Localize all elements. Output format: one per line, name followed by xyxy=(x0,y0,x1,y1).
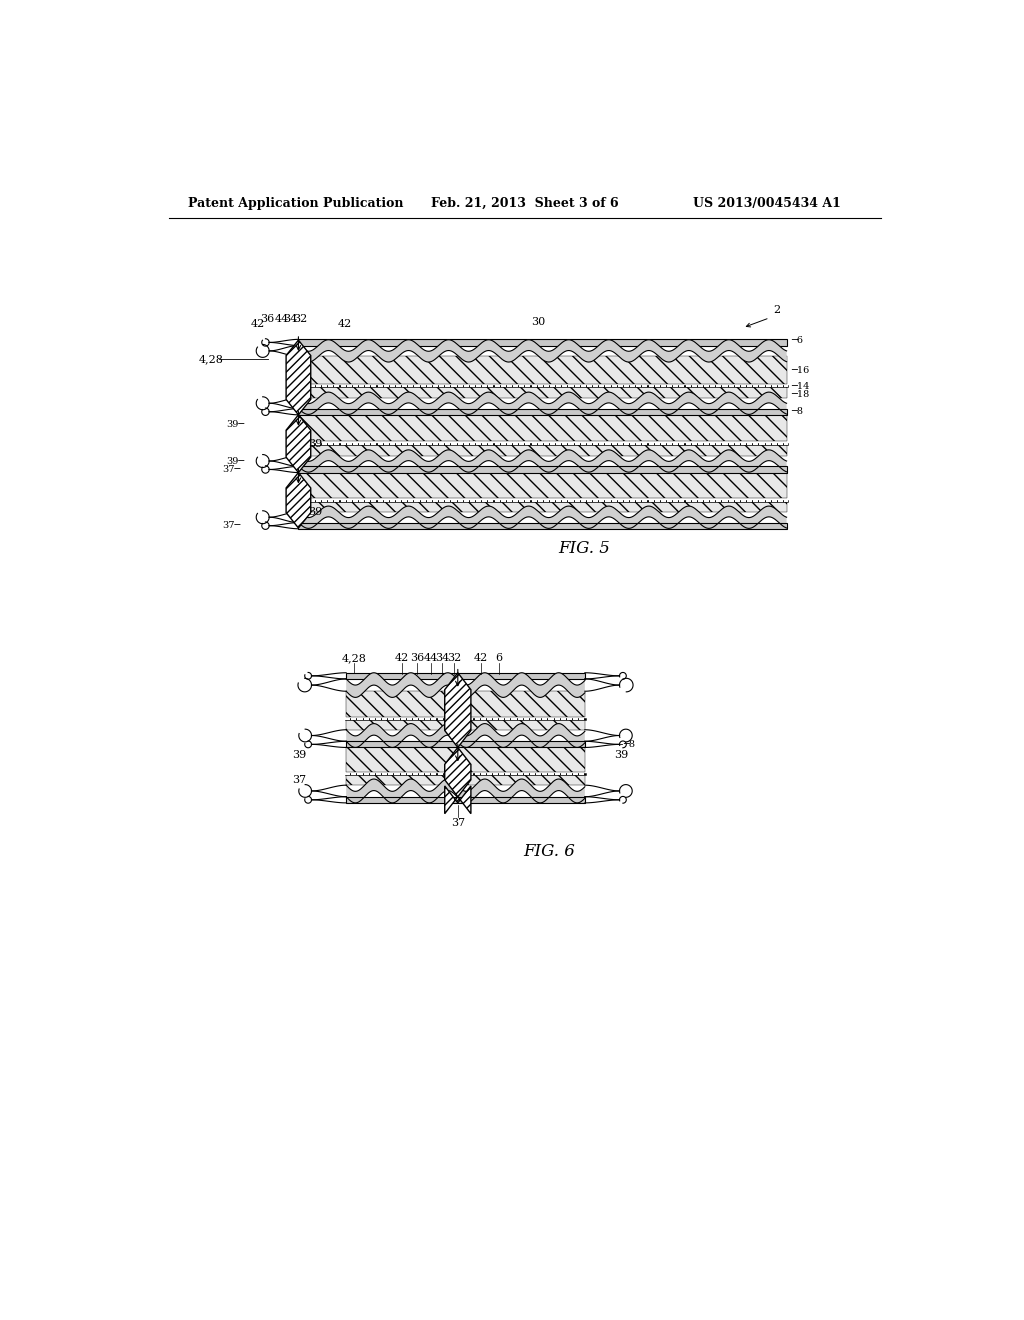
Text: ─14: ─14 xyxy=(792,381,810,391)
Bar xyxy=(346,775,585,785)
Text: 2: 2 xyxy=(773,305,780,315)
Text: ─8: ─8 xyxy=(792,408,803,416)
Polygon shape xyxy=(286,473,310,528)
Text: 39: 39 xyxy=(614,750,629,760)
Bar xyxy=(298,409,786,414)
Text: 39─: 39─ xyxy=(226,420,245,429)
Text: ─8: ─8 xyxy=(624,741,635,748)
Polygon shape xyxy=(286,341,310,414)
Text: 36: 36 xyxy=(260,314,274,323)
Text: 39: 39 xyxy=(308,507,323,517)
Text: 44: 44 xyxy=(274,314,289,323)
Text: 4,28: 4,28 xyxy=(199,354,223,364)
Text: US 2013/0045434 A1: US 2013/0045434 A1 xyxy=(692,197,841,210)
Bar xyxy=(346,797,585,803)
Bar xyxy=(298,502,786,512)
Polygon shape xyxy=(286,414,310,473)
Text: 37─: 37─ xyxy=(222,521,241,531)
Text: 42: 42 xyxy=(338,319,352,330)
Polygon shape xyxy=(444,747,471,797)
Text: 34: 34 xyxy=(283,314,297,323)
Text: 39─: 39─ xyxy=(226,457,245,466)
Text: 42: 42 xyxy=(394,653,409,663)
Bar xyxy=(346,742,585,747)
Polygon shape xyxy=(346,723,585,747)
Bar xyxy=(346,692,585,717)
Text: 6: 6 xyxy=(495,653,502,663)
Text: 32: 32 xyxy=(446,653,461,663)
Text: 32: 32 xyxy=(293,314,307,323)
Bar xyxy=(298,523,786,529)
Bar xyxy=(346,673,585,678)
Polygon shape xyxy=(298,450,786,473)
Text: 39: 39 xyxy=(308,440,323,449)
Bar xyxy=(298,414,786,441)
Text: 37: 37 xyxy=(292,775,306,785)
Bar xyxy=(346,747,585,772)
Polygon shape xyxy=(298,392,786,414)
Bar xyxy=(298,339,786,346)
Text: 4,28: 4,28 xyxy=(341,653,367,663)
Polygon shape xyxy=(298,339,786,362)
Text: 42: 42 xyxy=(474,653,488,663)
Polygon shape xyxy=(444,673,471,747)
Text: ─18: ─18 xyxy=(792,389,809,399)
Bar xyxy=(298,356,786,384)
Bar xyxy=(298,444,786,455)
Text: 37: 37 xyxy=(451,818,465,828)
Text: 30: 30 xyxy=(531,317,546,327)
Polygon shape xyxy=(444,785,471,813)
Text: 34: 34 xyxy=(435,653,450,663)
Text: Patent Application Publication: Patent Application Publication xyxy=(188,197,403,210)
Bar xyxy=(298,473,786,498)
Polygon shape xyxy=(298,506,786,528)
Text: 36: 36 xyxy=(410,653,424,663)
Text: FIG. 6: FIG. 6 xyxy=(523,843,575,859)
Text: FIG. 5: FIG. 5 xyxy=(558,540,609,557)
Polygon shape xyxy=(346,673,585,697)
Text: 44: 44 xyxy=(424,653,438,663)
Text: 42: 42 xyxy=(251,319,265,330)
Bar xyxy=(298,466,786,473)
Text: 37─: 37─ xyxy=(222,465,241,474)
Text: ─6: ─6 xyxy=(792,337,803,346)
Text: ─16: ─16 xyxy=(792,366,809,375)
Text: Feb. 21, 2013  Sheet 3 of 6: Feb. 21, 2013 Sheet 3 of 6 xyxy=(431,197,618,210)
Polygon shape xyxy=(346,779,585,803)
Text: 39: 39 xyxy=(292,750,306,760)
Bar xyxy=(298,387,786,397)
Bar xyxy=(346,719,585,730)
